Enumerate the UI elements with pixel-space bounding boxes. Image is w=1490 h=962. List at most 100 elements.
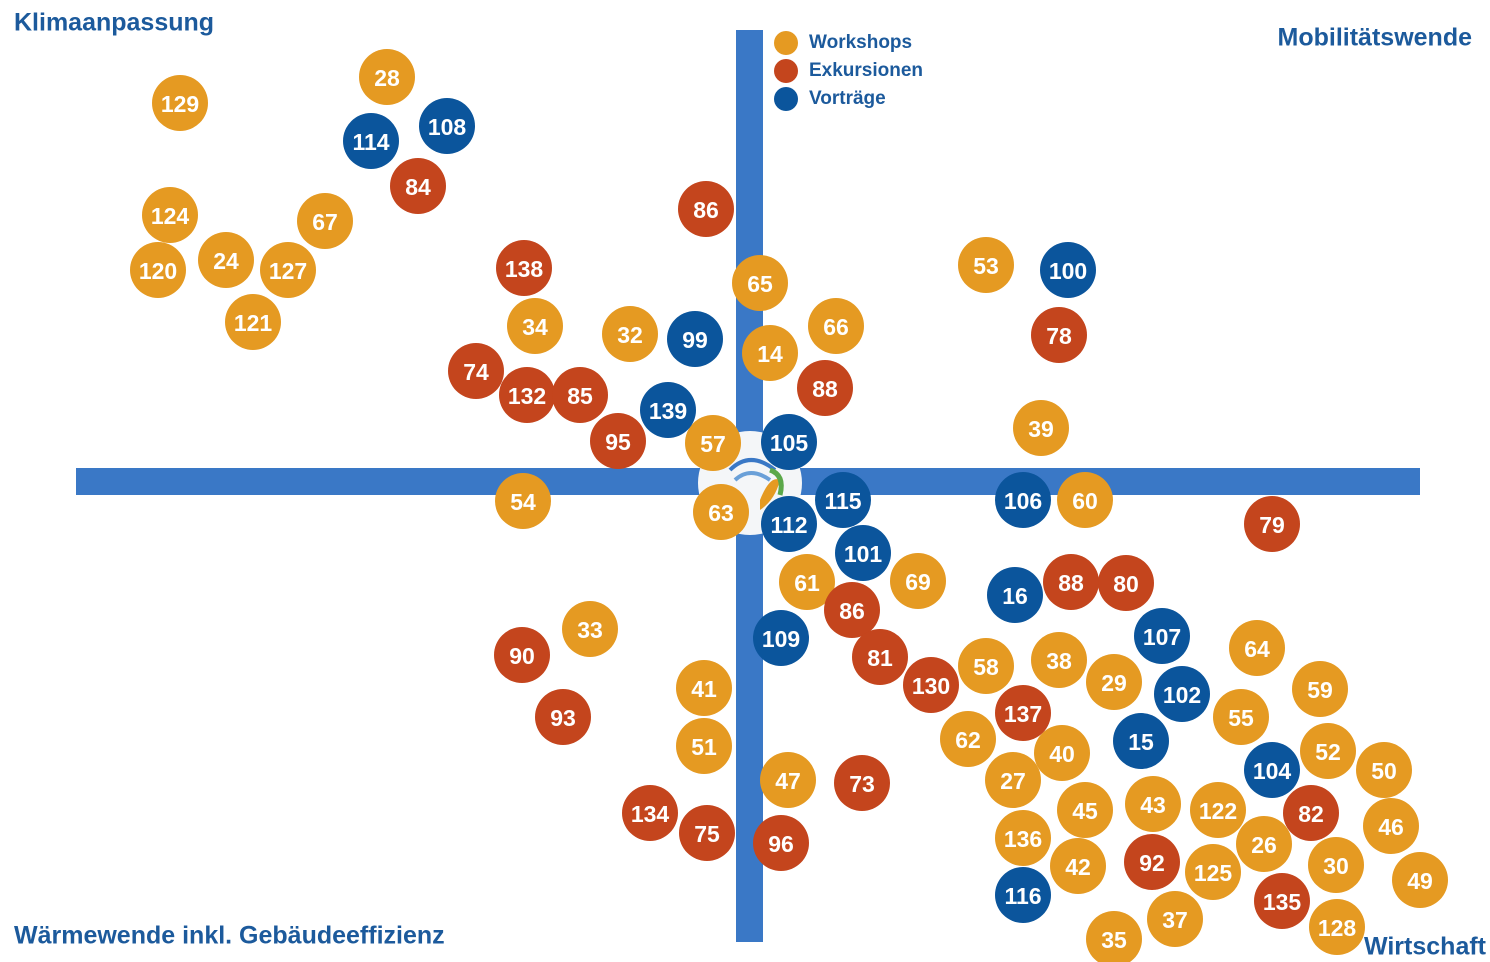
node-label: 139 [649, 398, 687, 424]
node-label: 121 [234, 310, 273, 336]
node [742, 325, 798, 381]
node [419, 98, 475, 154]
node-label: 41 [691, 676, 717, 702]
node-label: 27 [1000, 768, 1026, 794]
node [1147, 891, 1203, 947]
node-label: 64 [1244, 636, 1270, 662]
node [1244, 742, 1300, 798]
node-label: 86 [839, 598, 865, 624]
node-label: 46 [1378, 814, 1404, 840]
node-label: 82 [1298, 801, 1324, 827]
node-label: 112 [770, 512, 807, 538]
node [1292, 661, 1348, 717]
node-label: 69 [905, 569, 931, 595]
node-label: 128 [1318, 915, 1357, 941]
node-label: 43 [1140, 792, 1166, 818]
node [1057, 782, 1113, 838]
node [667, 311, 723, 367]
node-label: 54 [510, 489, 536, 515]
node-label: 28 [374, 65, 400, 91]
node-label: 45 [1072, 798, 1098, 824]
node [602, 306, 658, 362]
node-label: 106 [1004, 488, 1042, 514]
node [152, 75, 208, 131]
quadrant-label: Mobilitätswende [1278, 24, 1473, 52]
node [1057, 472, 1113, 528]
node [753, 815, 809, 871]
node [1086, 911, 1142, 962]
node [1229, 620, 1285, 676]
legend: Workshops Exkursionen Vorträge [774, 31, 923, 111]
node-label: 86 [693, 197, 719, 223]
node [676, 660, 732, 716]
node [1309, 899, 1365, 955]
node [808, 298, 864, 354]
node [198, 232, 254, 288]
node-label: 62 [955, 727, 981, 753]
legend-label: Vorträge [809, 88, 886, 109]
node-label: 52 [1315, 739, 1341, 765]
node [496, 240, 552, 296]
node-label: 101 [844, 541, 883, 567]
node-label: 102 [1163, 682, 1201, 708]
node [1086, 654, 1142, 710]
node-label: 61 [794, 570, 820, 596]
node-label: 88 [812, 376, 838, 402]
node [130, 242, 186, 298]
quadrant-label: Wirtschaft [1364, 933, 1487, 961]
node [1031, 307, 1087, 363]
node [760, 752, 816, 808]
node-label: 29 [1101, 670, 1127, 696]
node [1034, 725, 1090, 781]
node-label: 115 [824, 488, 861, 514]
node-label: 75 [694, 821, 720, 847]
node-label: 80 [1113, 571, 1139, 597]
nodes: 129 28 124 67 120 24 127 121 53 65 34 32 66 14 39 57 54 6… [130, 49, 1448, 962]
node [693, 484, 749, 540]
node-label: 78 [1046, 323, 1072, 349]
node [1363, 798, 1419, 854]
node [142, 187, 198, 243]
node-label: 84 [405, 174, 431, 200]
node-label: 122 [1199, 798, 1237, 824]
node [1031, 632, 1087, 688]
node [1040, 242, 1096, 298]
node [995, 810, 1051, 866]
node-label: 138 [505, 256, 544, 282]
node-label: 107 [1143, 624, 1181, 650]
node [679, 805, 735, 861]
node-label: 88 [1058, 570, 1084, 596]
node [761, 414, 817, 470]
node-label: 47 [775, 768, 801, 794]
node-label: 85 [567, 383, 593, 409]
legend-swatch [774, 31, 798, 55]
node [1254, 873, 1310, 929]
node [995, 867, 1051, 923]
node-label: 58 [973, 654, 999, 680]
node-label: 132 [508, 383, 546, 409]
node [1134, 608, 1190, 664]
node [753, 610, 809, 666]
node-label: 129 [161, 91, 199, 117]
node [903, 657, 959, 713]
node-label: 42 [1065, 854, 1091, 880]
node-label: 109 [762, 626, 800, 652]
node-label: 136 [1004, 826, 1042, 852]
node-label: 37 [1162, 907, 1188, 933]
node [797, 360, 853, 416]
node [1190, 782, 1246, 838]
node [1113, 713, 1169, 769]
node [1244, 496, 1300, 552]
node-label: 60 [1072, 488, 1098, 514]
node-label: 137 [1004, 701, 1042, 727]
node [562, 601, 618, 657]
node-label: 99 [682, 327, 708, 353]
node [225, 294, 281, 350]
node-label: 95 [605, 429, 631, 455]
node [1236, 816, 1292, 872]
node [1124, 834, 1180, 890]
node-label: 14 [757, 341, 783, 367]
node [815, 472, 871, 528]
node [1356, 742, 1412, 798]
node [1043, 554, 1099, 610]
